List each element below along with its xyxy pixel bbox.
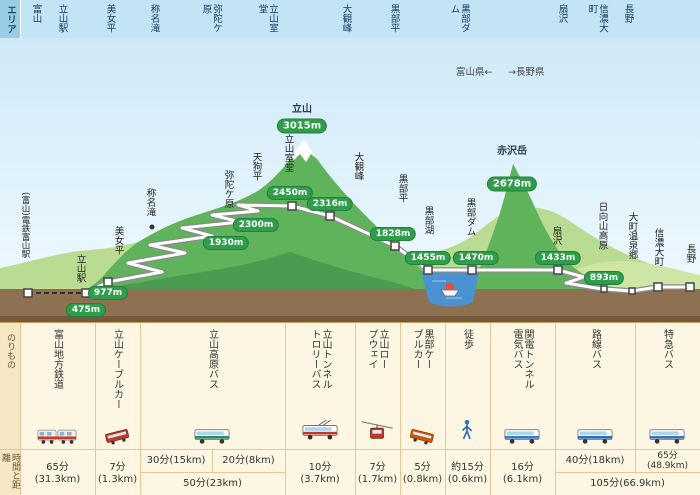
cable-car-icon <box>103 421 131 445</box>
station-label: 立山室堂 <box>282 134 294 172</box>
vehicle-name: 立山ケーブルカー <box>111 329 123 409</box>
elevation-badge: 977m <box>87 286 129 300</box>
vehicle-name: 徒歩 <box>461 329 473 349</box>
area-name: 大観峰 <box>340 4 352 33</box>
station-label: 美女平 <box>112 226 124 255</box>
vehicle-name: 立山トンネルトロリーバス <box>309 329 331 389</box>
vehicle-name: 立山ロープウェイ <box>366 329 388 369</box>
electric-bus-icon <box>504 421 540 445</box>
time-cell: 20分(8km) <box>222 454 275 466</box>
station-label: 黒部湖 <box>422 206 434 235</box>
route-bus-icon <box>577 421 613 445</box>
elevation-badge: 2450m <box>266 186 314 200</box>
area-name: 立山室堂 <box>256 4 279 33</box>
ropeway-icon <box>361 417 393 441</box>
peak-name: 立山 <box>292 104 312 115</box>
express-bus-icon <box>649 421 685 445</box>
area-name: 信濃大町 <box>586 4 609 33</box>
time-cell: 7分 (1.3km) <box>97 462 138 485</box>
vehicle-row-label: のりもの <box>5 333 15 369</box>
station-label: (富山)電鉄富山駅 <box>20 192 30 259</box>
elevation-badge: 2300m <box>232 218 280 232</box>
station-label: 日向山高原 <box>596 202 608 250</box>
time-cell: 65分 (31.3km) <box>34 462 81 485</box>
station-label: 立山駅 <box>74 254 86 283</box>
time-cell: 7分 (1.7km) <box>357 462 398 485</box>
area-name: 黒部ダム <box>448 4 471 33</box>
vehicle-name: 黒部ケーブルカー <box>411 329 433 369</box>
vehicle-name: 路線バス <box>589 329 601 369</box>
local-train-icon <box>37 421 77 445</box>
trolleybus-icon <box>302 417 338 441</box>
station-label: 信濃大町 <box>652 228 664 266</box>
peak-elevation-badge: 3015m <box>276 118 328 134</box>
station-label: 長野 <box>684 244 696 263</box>
station-label: 大町温泉郷 <box>626 212 638 260</box>
row-label-column <box>0 323 21 495</box>
time-cell: 65分 (48.9km) <box>646 450 689 471</box>
time-total-cell: 50分(23km) <box>183 478 242 490</box>
time-cell: 16分 (6.1km) <box>502 462 543 485</box>
elevation-badge: 475m <box>65 303 107 317</box>
area-name: 扇沢 <box>556 4 568 23</box>
area-header: エリア 富山 立山駅 美女平 称名滝 弥陀ケ原 立山室堂 大観峰 黒部平 黒部ダ… <box>0 0 700 38</box>
station-label: 称名滝 <box>144 188 156 217</box>
time-cell: 40分(18km) <box>565 454 625 466</box>
elevation-badge: 1828m <box>369 227 417 241</box>
transport-table: のりもの 時間と距離 富山地方鉄道 立山ケーブルカー 立山高原バス 立山トンネル… <box>0 322 700 495</box>
station-label: 黒部ダム <box>464 198 476 236</box>
vehicle-name: 関電トンネル電気バス <box>511 329 533 389</box>
walking-person-icon <box>461 417 474 441</box>
area-tab-label: エリア <box>5 4 16 34</box>
time-cell: 30分(15km) <box>146 454 206 466</box>
peak-name: 赤沢岳 <box>497 146 527 157</box>
highland-bus-icon <box>194 421 230 445</box>
station-label: 大観峰 <box>352 152 364 181</box>
time-total-cell: 105分(66.9km) <box>590 478 665 490</box>
station-label: 扇沢 <box>550 226 562 245</box>
elevation-badge: 2316m <box>306 197 354 211</box>
area-name: 富山 <box>30 4 42 23</box>
area-name: 弥陀ケ原 <box>200 4 223 33</box>
vehicle-name: 立山高原バス <box>206 329 218 389</box>
time-cell: 10分 (3.7km) <box>300 462 340 485</box>
elevation-badge: 1455m <box>404 251 452 265</box>
station-markers <box>23 201 695 298</box>
vehicle-name: 特急バス <box>661 329 673 369</box>
time-cell: 5分 (0.8km) <box>402 462 443 485</box>
elevation-badge: 893m <box>583 271 625 285</box>
area-name: 立山駅 <box>56 4 68 33</box>
area-tab: エリア <box>0 0 21 38</box>
prefecture-note-toyama: 富山県← <box>456 67 493 78</box>
area-name: 長野 <box>622 4 634 23</box>
elevation-badge: 1930m <box>202 236 250 250</box>
peak-elevation-badge: 2678m <box>486 176 538 192</box>
elevation-badge: 1433m <box>534 251 582 265</box>
kurobe-cable-car-icon <box>408 421 436 445</box>
area-name: 美女平 <box>104 4 116 33</box>
area-name: 黒部平 <box>388 4 400 33</box>
station-label: 天狗平 <box>250 152 262 181</box>
boat-icon <box>440 283 460 297</box>
station-label: 弥陀ケ原 <box>222 170 234 208</box>
time-row-label: 時間と距離 <box>0 453 20 489</box>
elevation-badge: 1470m <box>452 251 500 265</box>
time-cell: 約15分 (0.6km) <box>447 462 488 485</box>
station-label: 黒部平 <box>396 174 408 203</box>
vehicle-name: 富山地方鉄道 <box>51 329 63 389</box>
area-name: 称名滝 <box>148 4 160 33</box>
prefecture-note-nagano: →長野県 <box>508 67 545 78</box>
